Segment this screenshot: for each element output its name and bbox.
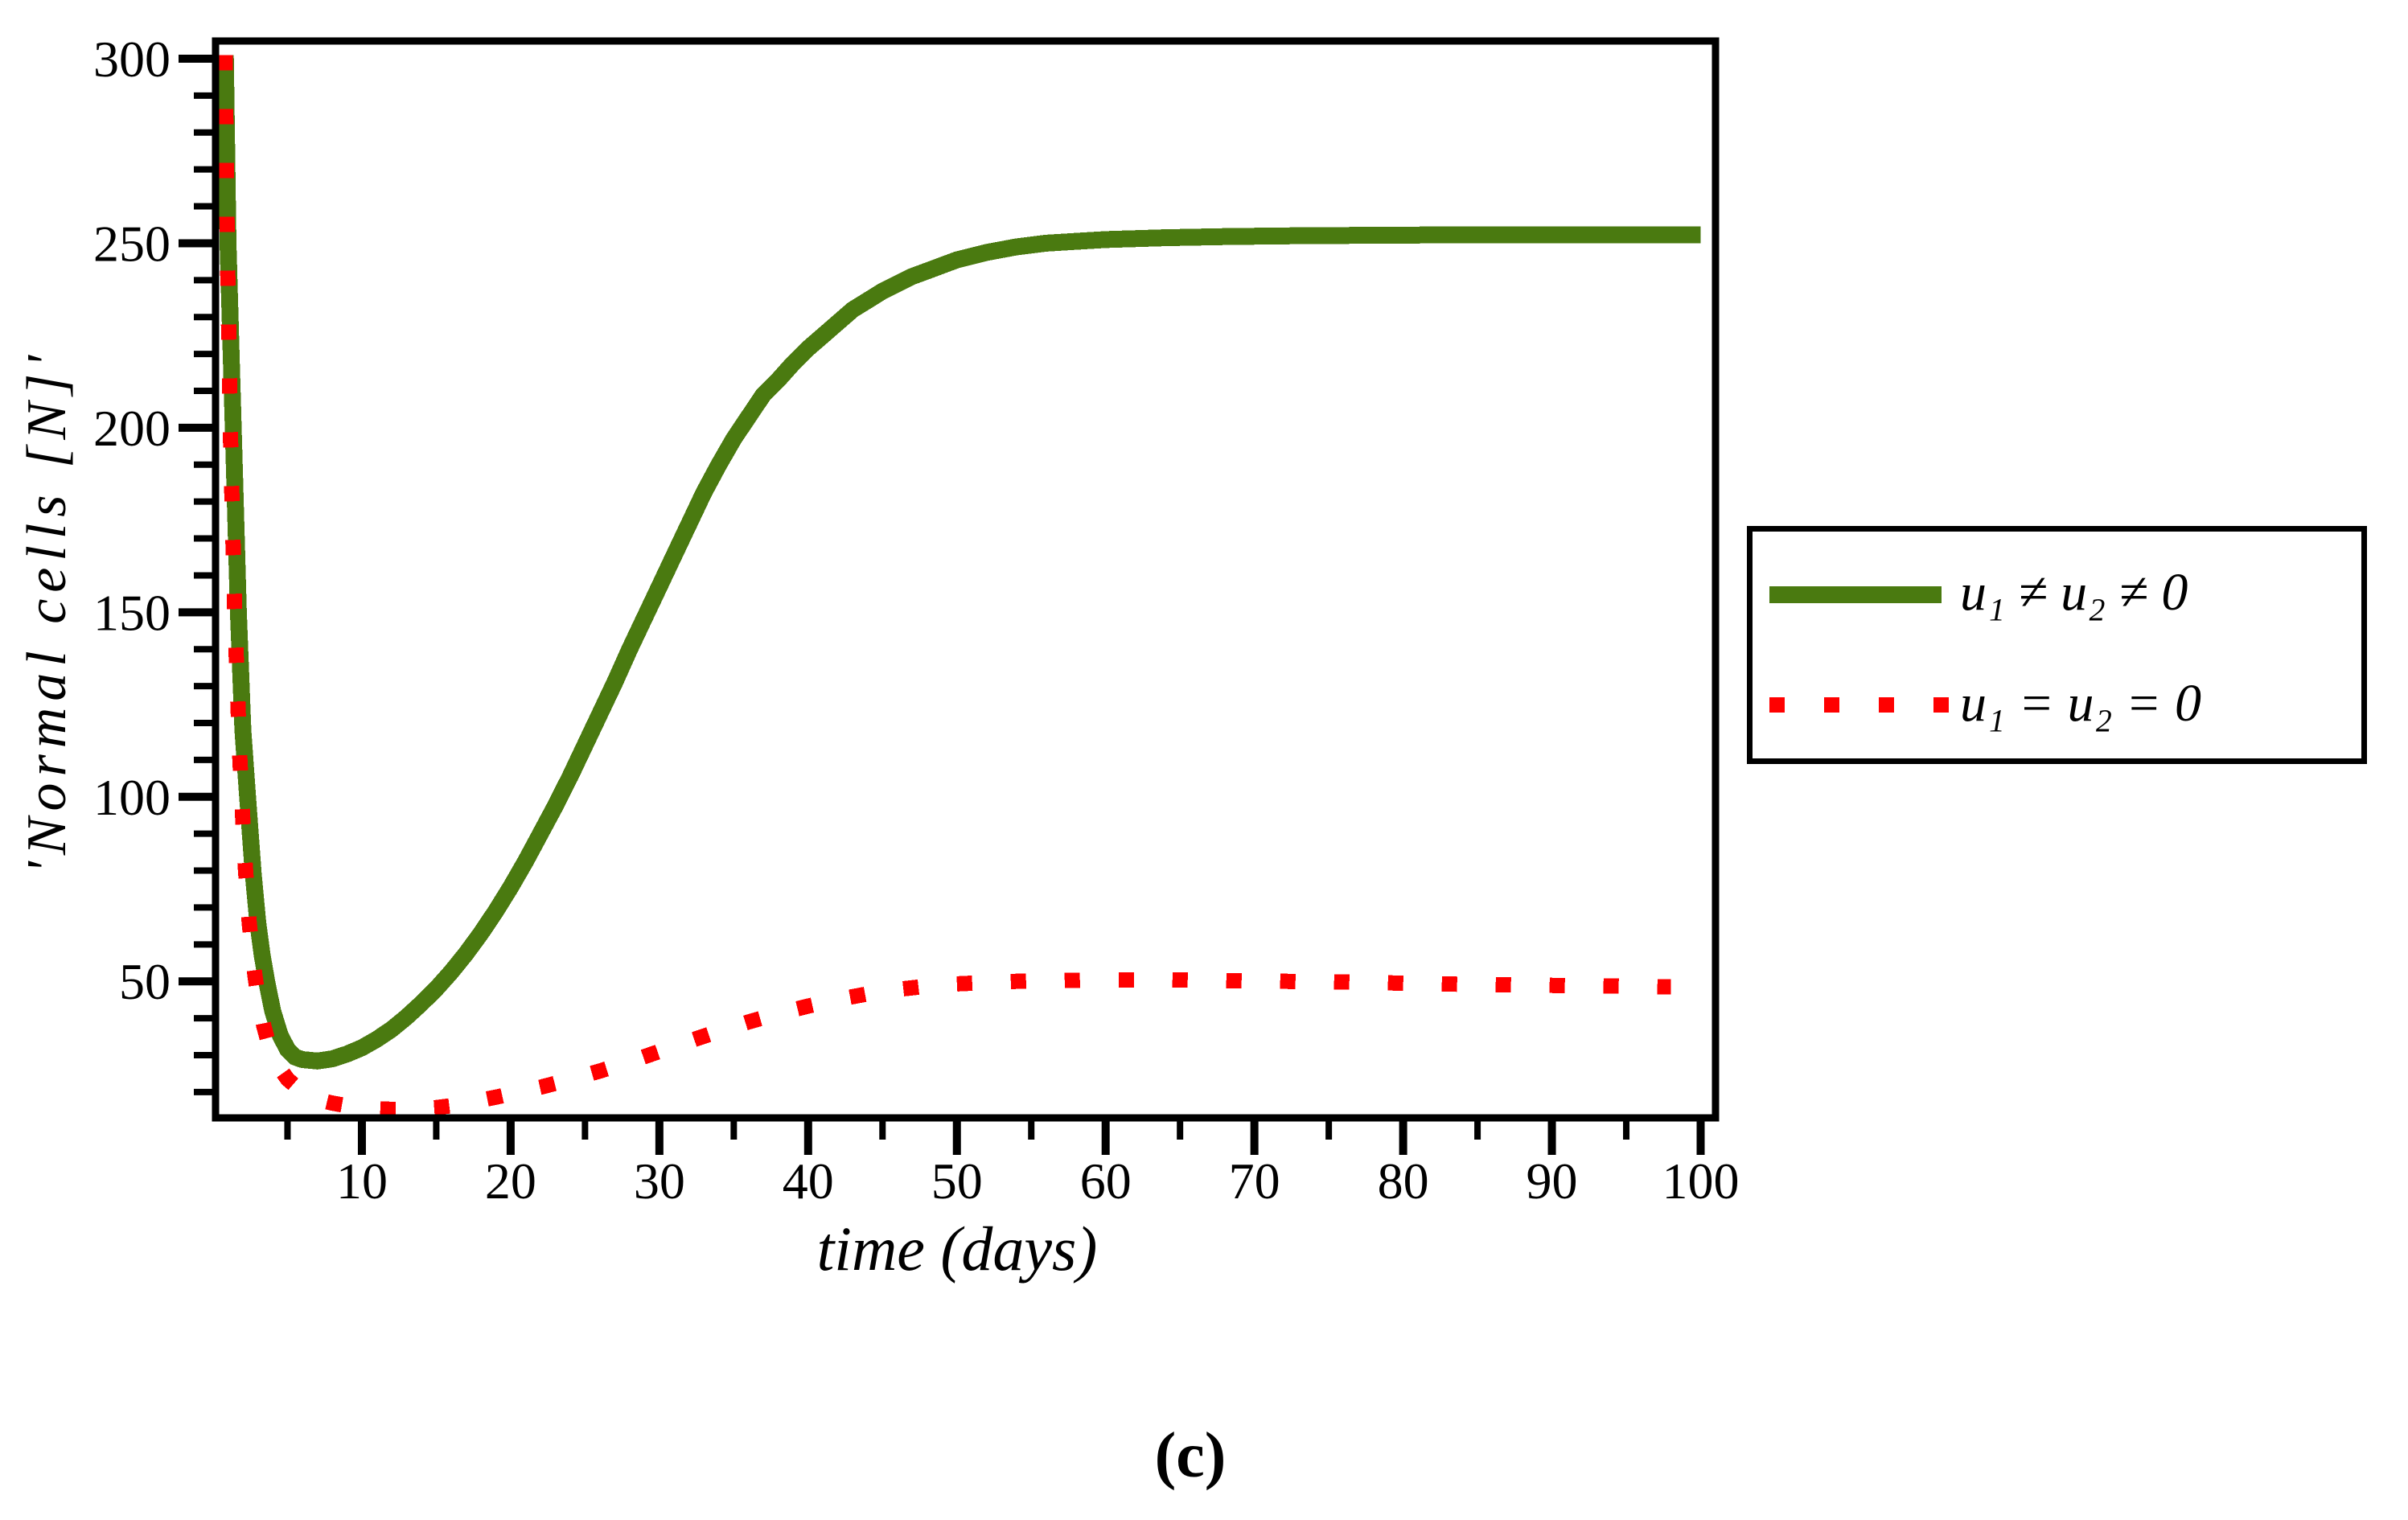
y-tick-label: 250 — [93, 215, 171, 272]
legend-swatch-green-line — [1769, 586, 1942, 603]
y-axis-title: 'Normal cells [N]' — [16, 348, 78, 874]
legend: u₁ ≠ u₂ ≠ 0 u₁ = u₂ = 0 — [1747, 526, 2367, 764]
y-tick-label: 200 — [93, 400, 171, 457]
x-axis-title: time (days) — [816, 1214, 1098, 1284]
legend-swatch-red-dot — [1933, 697, 1949, 713]
y-tick-label: 300 — [93, 31, 171, 88]
legend-swatch-red-dot — [1769, 697, 1785, 713]
x-tick-label: 80 — [1378, 1152, 1429, 1210]
y-tick-label: 150 — [93, 584, 171, 641]
x-tick-label: 90 — [1527, 1152, 1578, 1210]
y-tick-label: 50 — [119, 953, 171, 1010]
x-tick-label: 60 — [1080, 1152, 1132, 1210]
legend-label-treated: u₁ ≠ u₂ ≠ 0 — [1960, 563, 2188, 622]
legend-label-untreated: u₁ = u₂ = 0 — [1960, 674, 2201, 733]
figure-caption: (c) — [1154, 1420, 1227, 1491]
plot-frame — [212, 37, 1720, 1122]
x-tick-label: 20 — [485, 1152, 536, 1210]
y-tick-label: 100 — [93, 769, 171, 826]
series-line-treated — [216, 55, 1701, 1070]
x-tick-label: 70 — [1229, 1152, 1280, 1210]
legend-swatch-red-dot — [1879, 697, 1894, 713]
x-tick-label: 100 — [1662, 1152, 1740, 1210]
legend-swatch-red-dot — [1824, 697, 1839, 713]
x-tick-label: 50 — [931, 1152, 983, 1210]
x-tick-label: 10 — [336, 1152, 388, 1210]
x-tick-label: 40 — [783, 1152, 834, 1210]
x-tick-label: 30 — [634, 1152, 685, 1210]
series-line-untreated — [217, 55, 1671, 1117]
